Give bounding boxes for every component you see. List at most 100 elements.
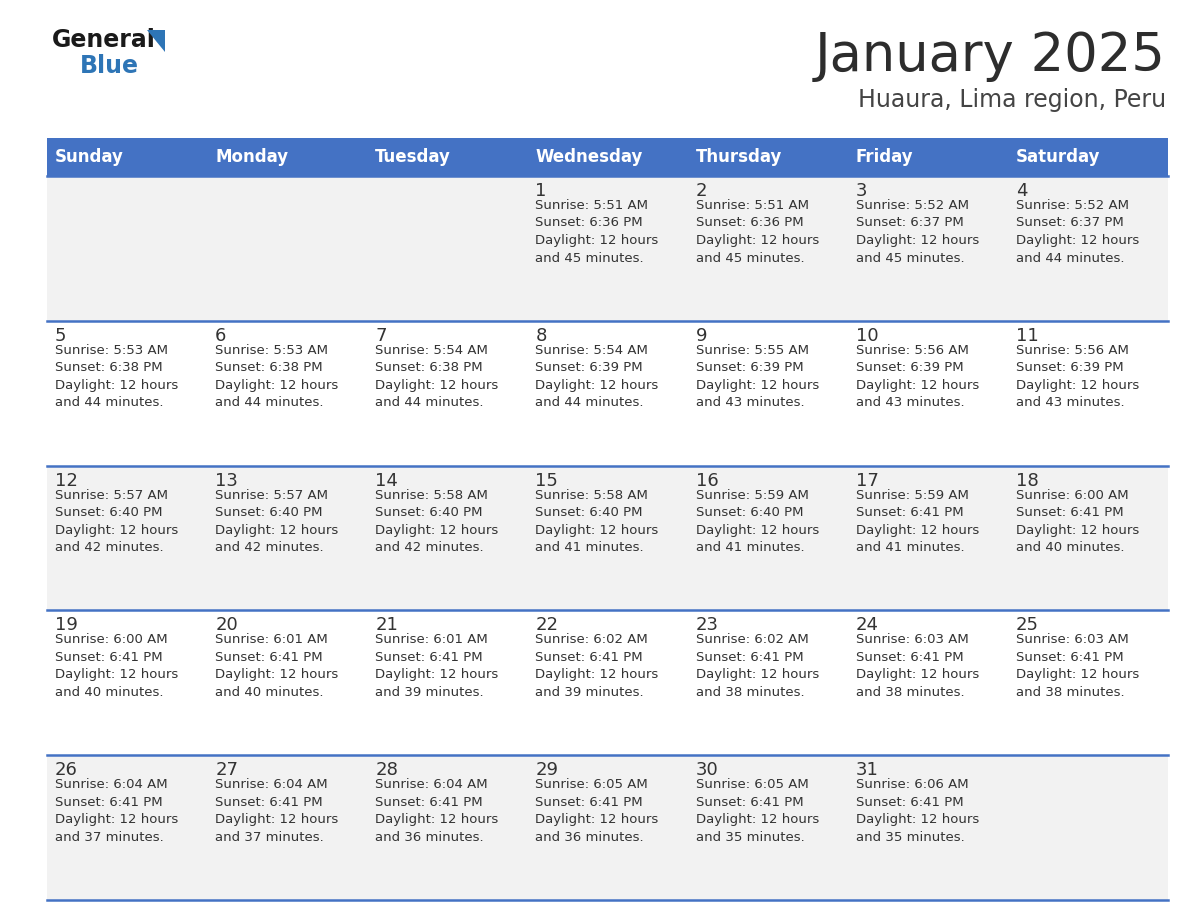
Text: Sunset: 6:40 PM: Sunset: 6:40 PM	[375, 506, 482, 519]
FancyBboxPatch shape	[527, 320, 688, 465]
Text: Sunrise: 6:02 AM: Sunrise: 6:02 AM	[695, 633, 808, 646]
Text: and 36 minutes.: and 36 minutes.	[536, 831, 644, 844]
Text: Daylight: 12 hours: Daylight: 12 hours	[1016, 668, 1139, 681]
Text: January 2025: January 2025	[815, 30, 1165, 82]
FancyBboxPatch shape	[367, 610, 527, 756]
Text: Daylight: 12 hours: Daylight: 12 hours	[536, 523, 658, 537]
Text: Huaura, Lima region, Peru: Huaura, Lima region, Peru	[858, 88, 1165, 112]
Text: and 44 minutes.: and 44 minutes.	[375, 397, 484, 409]
Text: and 45 minutes.: and 45 minutes.	[855, 252, 965, 264]
FancyBboxPatch shape	[688, 610, 848, 756]
Text: Daylight: 12 hours: Daylight: 12 hours	[695, 523, 819, 537]
FancyBboxPatch shape	[48, 465, 207, 610]
Text: Sunset: 6:41 PM: Sunset: 6:41 PM	[1016, 506, 1124, 519]
Text: Sunrise: 5:52 AM: Sunrise: 5:52 AM	[855, 199, 968, 212]
Text: Daylight: 12 hours: Daylight: 12 hours	[1016, 234, 1139, 247]
Text: and 44 minutes.: and 44 minutes.	[55, 397, 164, 409]
Text: 30: 30	[695, 761, 719, 779]
Text: Sunset: 6:41 PM: Sunset: 6:41 PM	[536, 796, 643, 809]
Text: Daylight: 12 hours: Daylight: 12 hours	[375, 668, 499, 681]
Text: Sunrise: 6:01 AM: Sunrise: 6:01 AM	[215, 633, 328, 646]
Text: Sunrise: 5:57 AM: Sunrise: 5:57 AM	[55, 488, 168, 501]
Text: 11: 11	[1016, 327, 1038, 345]
Text: Sunset: 6:41 PM: Sunset: 6:41 PM	[536, 651, 643, 664]
Text: 23: 23	[695, 616, 719, 634]
Text: 16: 16	[695, 472, 719, 489]
Text: Sunset: 6:41 PM: Sunset: 6:41 PM	[55, 651, 163, 664]
FancyBboxPatch shape	[207, 610, 367, 756]
Text: 26: 26	[55, 761, 78, 779]
Text: 7: 7	[375, 327, 387, 345]
Text: and 37 minutes.: and 37 minutes.	[55, 831, 164, 844]
Text: Daylight: 12 hours: Daylight: 12 hours	[215, 523, 339, 537]
FancyBboxPatch shape	[848, 756, 1007, 900]
Text: Sunset: 6:37 PM: Sunset: 6:37 PM	[855, 217, 963, 230]
Text: Sunrise: 5:55 AM: Sunrise: 5:55 AM	[695, 344, 809, 357]
Text: and 45 minutes.: and 45 minutes.	[695, 252, 804, 264]
Text: Sunset: 6:41 PM: Sunset: 6:41 PM	[695, 796, 803, 809]
Text: Sunset: 6:41 PM: Sunset: 6:41 PM	[55, 796, 163, 809]
Text: Sunrise: 6:05 AM: Sunrise: 6:05 AM	[695, 778, 808, 791]
FancyBboxPatch shape	[48, 610, 207, 756]
Text: Daylight: 12 hours: Daylight: 12 hours	[55, 813, 178, 826]
Text: Daylight: 12 hours: Daylight: 12 hours	[215, 813, 339, 826]
Text: Sunday: Sunday	[55, 148, 124, 166]
Text: Sunset: 6:37 PM: Sunset: 6:37 PM	[1016, 217, 1124, 230]
FancyBboxPatch shape	[1007, 610, 1168, 756]
Text: Sunset: 6:40 PM: Sunset: 6:40 PM	[695, 506, 803, 519]
Text: 28: 28	[375, 761, 398, 779]
Text: General: General	[52, 28, 156, 52]
Text: 14: 14	[375, 472, 398, 489]
Text: Sunset: 6:36 PM: Sunset: 6:36 PM	[695, 217, 803, 230]
Text: 3: 3	[855, 182, 867, 200]
Text: 24: 24	[855, 616, 879, 634]
Text: Daylight: 12 hours: Daylight: 12 hours	[855, 234, 979, 247]
Text: Daylight: 12 hours: Daylight: 12 hours	[855, 379, 979, 392]
Text: and 45 minutes.: and 45 minutes.	[536, 252, 644, 264]
Text: 13: 13	[215, 472, 238, 489]
Text: Sunset: 6:41 PM: Sunset: 6:41 PM	[855, 651, 963, 664]
Text: Sunset: 6:41 PM: Sunset: 6:41 PM	[215, 651, 323, 664]
Polygon shape	[147, 30, 165, 52]
Text: Sunset: 6:40 PM: Sunset: 6:40 PM	[536, 506, 643, 519]
Text: Sunset: 6:41 PM: Sunset: 6:41 PM	[375, 796, 482, 809]
Text: Tuesday: Tuesday	[375, 148, 451, 166]
FancyBboxPatch shape	[1007, 320, 1168, 465]
Text: 21: 21	[375, 616, 398, 634]
Text: 15: 15	[536, 472, 558, 489]
Text: Sunrise: 6:00 AM: Sunrise: 6:00 AM	[1016, 488, 1129, 501]
Text: Daylight: 12 hours: Daylight: 12 hours	[55, 523, 178, 537]
FancyBboxPatch shape	[1007, 176, 1168, 320]
Text: Thursday: Thursday	[695, 148, 782, 166]
FancyBboxPatch shape	[367, 756, 527, 900]
FancyBboxPatch shape	[527, 176, 688, 320]
FancyBboxPatch shape	[48, 138, 207, 176]
Text: 19: 19	[55, 616, 78, 634]
Text: and 37 minutes.: and 37 minutes.	[215, 831, 324, 844]
Text: and 44 minutes.: and 44 minutes.	[215, 397, 323, 409]
Text: Sunrise: 6:03 AM: Sunrise: 6:03 AM	[855, 633, 968, 646]
Text: and 41 minutes.: and 41 minutes.	[536, 541, 644, 554]
Text: Daylight: 12 hours: Daylight: 12 hours	[55, 379, 178, 392]
Text: Daylight: 12 hours: Daylight: 12 hours	[375, 379, 499, 392]
Text: 27: 27	[215, 761, 238, 779]
Text: and 43 minutes.: and 43 minutes.	[695, 397, 804, 409]
Text: Sunset: 6:38 PM: Sunset: 6:38 PM	[55, 362, 163, 375]
Text: Daylight: 12 hours: Daylight: 12 hours	[695, 379, 819, 392]
Text: Daylight: 12 hours: Daylight: 12 hours	[1016, 523, 1139, 537]
Text: 20: 20	[215, 616, 238, 634]
Text: Sunrise: 5:51 AM: Sunrise: 5:51 AM	[695, 199, 809, 212]
Text: Sunset: 6:41 PM: Sunset: 6:41 PM	[695, 651, 803, 664]
Text: 25: 25	[1016, 616, 1038, 634]
Text: Sunrise: 6:02 AM: Sunrise: 6:02 AM	[536, 633, 649, 646]
Text: and 43 minutes.: and 43 minutes.	[1016, 397, 1125, 409]
FancyBboxPatch shape	[48, 320, 207, 465]
FancyBboxPatch shape	[1007, 465, 1168, 610]
Text: and 41 minutes.: and 41 minutes.	[695, 541, 804, 554]
Text: Friday: Friday	[855, 148, 914, 166]
Text: Sunset: 6:41 PM: Sunset: 6:41 PM	[855, 796, 963, 809]
Text: Daylight: 12 hours: Daylight: 12 hours	[215, 379, 339, 392]
Text: and 40 minutes.: and 40 minutes.	[1016, 541, 1124, 554]
FancyBboxPatch shape	[207, 176, 367, 320]
Text: Daylight: 12 hours: Daylight: 12 hours	[536, 668, 658, 681]
